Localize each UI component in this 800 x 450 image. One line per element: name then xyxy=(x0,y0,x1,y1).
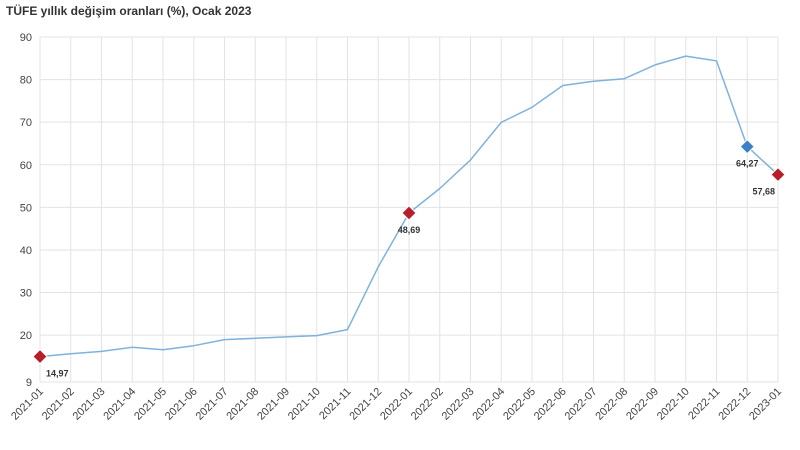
x-tick-label: 2021-06 xyxy=(163,386,200,423)
data-label: 14,97 xyxy=(46,369,69,379)
x-tick-label: 2021-05 xyxy=(132,386,169,423)
x-tick-label: 2021-03 xyxy=(71,386,108,423)
y-tick-label: 20 xyxy=(20,330,32,342)
x-tick-label: 2022-07 xyxy=(563,386,600,423)
x-axis: 2021-012021-022021-032021-042021-052021-… xyxy=(9,386,784,423)
y-tick-label: 9 xyxy=(26,377,32,389)
y-tick-label: 60 xyxy=(20,160,32,172)
x-tick-label: 2021-04 xyxy=(101,386,138,423)
x-tick-label: 2022-03 xyxy=(440,386,477,423)
highlight-marker[interactable] xyxy=(739,138,755,155)
x-tick-label: 2022-08 xyxy=(593,386,630,423)
data-label: 57,68 xyxy=(752,187,775,197)
x-tick-label: 2021-10 xyxy=(286,386,323,423)
highlight-marker[interactable] xyxy=(770,166,786,183)
x-tick-label: 2022-02 xyxy=(409,386,446,423)
x-tick-label: 2021-07 xyxy=(194,386,231,423)
highlight-marker[interactable] xyxy=(32,348,48,365)
x-tick-label: 2022-09 xyxy=(624,386,661,423)
x-tick-label: 2021-09 xyxy=(255,386,292,423)
y-tick-label: 80 xyxy=(20,75,32,87)
data-label: 64,27 xyxy=(736,159,759,169)
y-tick-label: 70 xyxy=(20,117,32,129)
x-tick-label: 2021-01 xyxy=(9,386,46,423)
x-tick-label: 2021-12 xyxy=(347,386,384,423)
grid xyxy=(39,36,779,383)
x-tick-label: 2022-06 xyxy=(532,386,569,423)
y-tick-label: 90 xyxy=(20,32,32,44)
x-tick-label: 2022-04 xyxy=(470,386,507,423)
x-tick-label: 2021-08 xyxy=(224,386,261,423)
x-tick-label: 2021-02 xyxy=(40,386,77,423)
chart-title: TÜFE yıllık değişim oranları (%), Ocak 2… xyxy=(6,4,252,18)
highlight-markers: 14,97 48,69 64,27 57,68 xyxy=(32,138,786,379)
x-tick-label: 2022-10 xyxy=(655,386,692,423)
x-tick-label: 2022-05 xyxy=(501,386,538,423)
x-tick-label: 2022-12 xyxy=(716,386,753,423)
highlight-marker[interactable] xyxy=(401,205,417,221)
x-tick-label: 2023-01 xyxy=(747,386,784,423)
y-tick-label: 30 xyxy=(20,288,32,300)
data-label: 48,69 xyxy=(398,225,421,235)
y-tick-label: 40 xyxy=(20,245,32,257)
x-tick-label: 2022-11 xyxy=(686,386,722,422)
x-tick-label: 2021-11 xyxy=(317,386,353,422)
y-tick-label: 50 xyxy=(20,202,32,214)
x-tick-label: 2022-01 xyxy=(378,386,415,423)
y-axis: 9 20 30 40 50 60 70 80 90 xyxy=(20,32,32,389)
